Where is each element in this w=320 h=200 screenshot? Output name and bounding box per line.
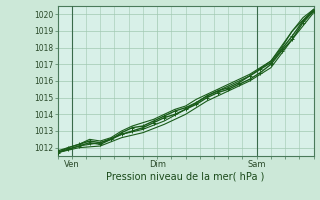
X-axis label: Pression niveau de la mer( hPa ): Pression niveau de la mer( hPa ) <box>107 172 265 182</box>
